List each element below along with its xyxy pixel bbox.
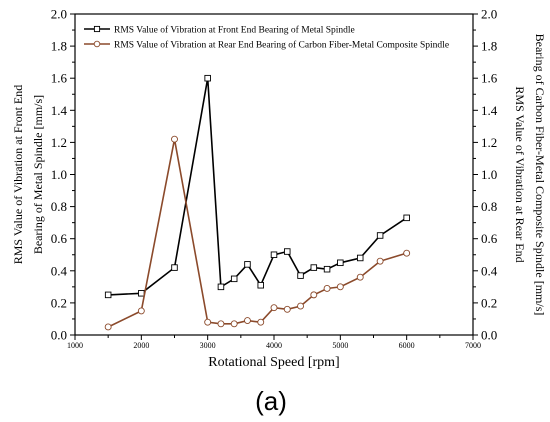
series-1-point bbox=[244, 261, 251, 268]
series-1-point bbox=[323, 265, 331, 273]
series-2-point bbox=[403, 249, 411, 257]
series-2-point bbox=[230, 320, 238, 328]
series-2-line bbox=[107, 139, 407, 328]
x-tick-label: 2000 bbox=[133, 341, 149, 350]
right-y-axis-title-line-2: Bearing of Carbon Fiber-Metal Composite … bbox=[533, 34, 547, 316]
series-1-point bbox=[297, 272, 304, 279]
left-y-tick-label: 1.0 bbox=[51, 167, 67, 182]
right-y-tick-label: 0.6 bbox=[481, 231, 498, 246]
series-1-point bbox=[171, 264, 178, 271]
legend-item-1: RMS Value of Vibration at Front End Bear… bbox=[84, 25, 355, 36]
series-2-point bbox=[323, 285, 331, 292]
series-1-point bbox=[104, 291, 112, 299]
series-1-point bbox=[284, 248, 291, 255]
series-1-point bbox=[230, 275, 238, 283]
x-tick-label: 3000 bbox=[200, 341, 216, 350]
left-y-tick-label: 0.2 bbox=[51, 295, 67, 310]
legend-marker-square bbox=[93, 25, 101, 33]
series-1-point bbox=[204, 74, 211, 82]
right-y-tick-label: 0.2 bbox=[481, 295, 497, 310]
series-2-point bbox=[104, 323, 112, 331]
legend-label: RMS Value of Vibration at Front End Bear… bbox=[114, 25, 355, 36]
x-tick-label: 7000 bbox=[465, 341, 481, 350]
series-1-line bbox=[108, 78, 408, 296]
panel-label: (a) bbox=[255, 386, 287, 416]
series-1-point bbox=[403, 214, 410, 222]
series-1-point bbox=[217, 283, 225, 291]
series-2-point bbox=[270, 304, 278, 312]
series-2-point bbox=[336, 283, 344, 291]
series-1-point bbox=[356, 254, 364, 262]
right-y-tick-label: 0.0 bbox=[481, 328, 497, 343]
right-y-tick-label: 0.8 bbox=[481, 199, 497, 214]
series-1-point bbox=[310, 264, 318, 271]
series-1-point bbox=[138, 290, 145, 297]
series-layer bbox=[104, 74, 411, 331]
series-2-point bbox=[204, 318, 212, 326]
left-y-tick-label: 1.4 bbox=[51, 103, 68, 118]
series-2-point bbox=[310, 291, 318, 299]
left-y-tick-label: 0.4 bbox=[51, 263, 68, 278]
legend-label: RMS Value of Vibration at Rear End Beari… bbox=[114, 40, 449, 51]
right-y-axis-title-line-1: RMS Value of Vibration at Rear End bbox=[513, 86, 527, 262]
series-2-point bbox=[257, 318, 265, 326]
left-y-tick-label: 0.0 bbox=[51, 328, 67, 343]
right-y-tick-label: 1.6 bbox=[481, 71, 498, 86]
x-axis-title: Rotational Speed [rpm] bbox=[208, 355, 339, 370]
right-y-axis-title: RMS Value of Vibration at Rear End Beari… bbox=[513, 34, 547, 316]
left-y-tick-label: 1.2 bbox=[51, 135, 67, 150]
series-2-point bbox=[283, 305, 291, 313]
right-y-tick-label: 1.4 bbox=[481, 103, 498, 118]
plot-area-frame bbox=[74, 13, 474, 336]
x-tick-label: 1000 bbox=[67, 341, 83, 350]
legend-marker-circle bbox=[93, 40, 101, 48]
left-y-tick-label: 1.6 bbox=[51, 71, 68, 86]
left-y-tick-label: 0.8 bbox=[51, 199, 67, 214]
right-y-tick-label: 1.8 bbox=[481, 39, 497, 54]
left-y-axis-title-line-2: Bearing of Metal Spindle [mm/s] bbox=[31, 95, 45, 254]
legend-item-2: RMS Value of Vibration at Rear End Beari… bbox=[84, 40, 449, 51]
legend: RMS Value of Vibration at Front End Bear… bbox=[84, 25, 449, 51]
x-tick-label: 5000 bbox=[332, 341, 348, 350]
series-2-point bbox=[297, 302, 304, 310]
left-y-axis-title-line-1: RMS Value of Vibration at Front End bbox=[11, 85, 25, 265]
series-1 bbox=[104, 74, 410, 299]
left-y-tick-label: 1.8 bbox=[51, 39, 67, 54]
series-2 bbox=[104, 135, 411, 331]
right-y-tick-label: 1.2 bbox=[481, 135, 497, 150]
left-y-tick-label: 2.0 bbox=[51, 7, 67, 22]
right-y-tick-label: 1.0 bbox=[481, 167, 497, 182]
series-1-point bbox=[376, 232, 384, 239]
left-y-tick-label: 0.6 bbox=[51, 231, 68, 246]
x-tick-label: 6000 bbox=[399, 341, 415, 350]
series-2-point bbox=[137, 307, 145, 315]
series-2-point bbox=[356, 273, 364, 281]
series-2-point bbox=[376, 257, 384, 265]
series-2-point bbox=[217, 320, 225, 328]
right-y-tick-label: 0.4 bbox=[481, 263, 498, 278]
right-y-tick-label: 2.0 bbox=[481, 7, 497, 22]
axes: 0.0 0.0 0.2 0.2 0.4 0.4 0.6 0.6 0.8 0.8 1.0 1.0 1.2 1… bbox=[51, 7, 498, 351]
series-1-point bbox=[270, 251, 278, 258]
series-2-point bbox=[244, 317, 251, 325]
x-tick-label: 4000 bbox=[266, 341, 282, 350]
series-1-point bbox=[257, 281, 264, 289]
series-1-point bbox=[337, 259, 344, 267]
series-2-point bbox=[171, 135, 178, 143]
left-y-axis-title: RMS Value of Vibration at Front End Bear… bbox=[11, 85, 45, 265]
